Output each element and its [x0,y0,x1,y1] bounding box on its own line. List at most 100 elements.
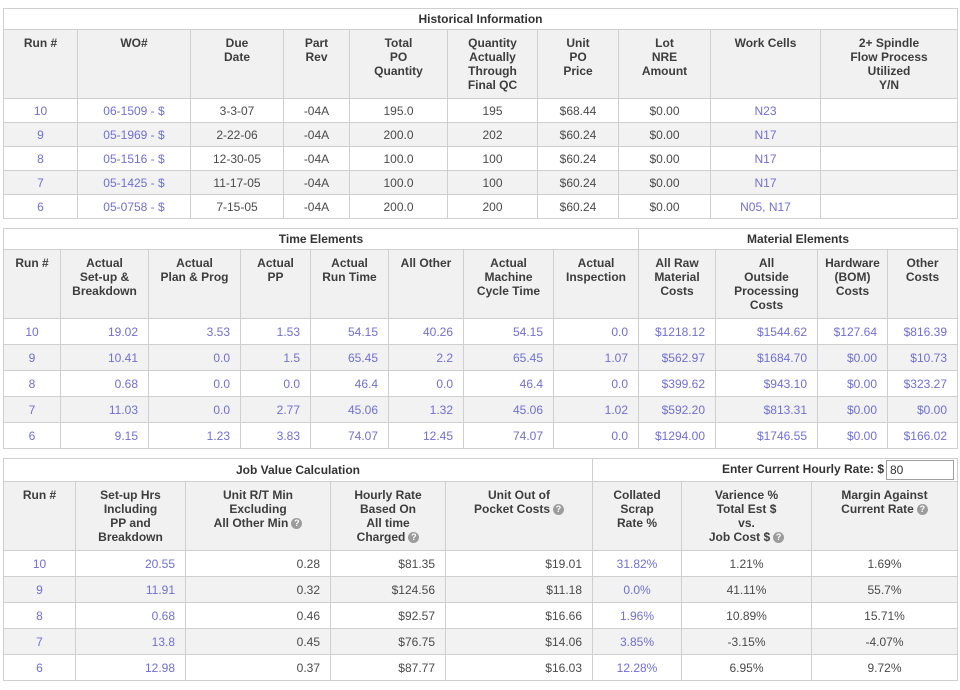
plan-prog-link[interactable]: 3.53 [206,324,230,339]
setup-breakdown-link[interactable]: 10.41 [107,350,138,365]
help-icon[interactable]: ? [553,504,565,515]
run-link[interactable]: 10 [25,324,39,339]
hourly-rate-input[interactable] [886,460,954,480]
setup-hrs-link[interactable]: 13.8 [151,634,175,649]
plan-prog-link[interactable]: 0.0 [213,402,230,417]
setup-hrs-link[interactable]: 0.68 [151,608,175,623]
run-link[interactable]: 8 [28,376,36,391]
all-other-link[interactable]: 12.45 [422,428,453,443]
raw-material-link[interactable]: $562.97 [661,350,705,365]
unit-po-price-value: $60.24 [559,151,597,166]
help-icon[interactable]: ? [916,504,928,515]
plan-prog-link[interactable]: 1.23 [206,428,230,443]
help-icon[interactable]: ? [291,518,303,529]
pp-link[interactable]: 0.0 [283,376,300,391]
hardware-bom-link[interactable]: $0.00 [846,350,877,365]
other-costs-link[interactable]: $816.39 [903,324,947,339]
plan-prog-link[interactable]: 0.0 [213,350,230,365]
outside-processing-link[interactable]: $1544.62 [756,324,807,339]
work-cells-link[interactable]: N23 [754,103,777,118]
pp-link[interactable]: 1.5 [283,350,300,365]
run-time-link[interactable]: 74.07 [347,428,378,443]
all-other-link[interactable]: 0.0 [436,376,453,391]
run-time-link[interactable]: 65.45 [347,350,378,365]
machine-cycle-link[interactable]: 74.07 [512,428,543,443]
other-costs-link[interactable]: $10.73 [910,350,947,365]
raw-material-link[interactable]: $1294.00 [654,428,705,443]
setup-hrs-link[interactable]: 12.98 [144,660,175,675]
inspection-link[interactable]: 0.0 [611,324,628,339]
run-link[interactable]: 6 [28,428,36,443]
run-link[interactable]: 8 [36,608,43,623]
work-cells-link[interactable]: N17 [754,151,777,166]
raw-material-link[interactable]: $592.20 [661,402,705,417]
machine-cycle-link[interactable]: 46.4 [519,376,543,391]
outside-processing-link[interactable]: $1684.70 [756,350,807,365]
run-link[interactable]: 6 [37,199,44,214]
raw-material-link[interactable]: $1218.12 [654,324,705,339]
run-link[interactable]: 7 [37,175,44,190]
machine-cycle-link[interactable]: 65.45 [512,350,543,365]
outside-processing-link[interactable]: $943.10 [763,376,807,391]
run-time-link[interactable]: 46.4 [354,376,378,391]
machine-cycle-link[interactable]: 54.15 [512,324,543,339]
table-cell: 05-1516 - $ [77,146,191,171]
outside-processing-link[interactable]: $813.31 [763,402,807,417]
run-time-link[interactable]: 54.15 [347,324,378,339]
hardware-bom-link[interactable]: $0.00 [846,428,877,443]
wo-link[interactable]: 05-1969 - $ [103,127,165,142]
hardware-bom-link[interactable]: $0.00 [846,376,877,391]
wo-link[interactable]: 05-1425 - $ [103,175,165,190]
inspection-link[interactable]: 1.07 [604,350,628,365]
inspection-link[interactable]: 0.0 [611,376,628,391]
setup-hrs-link[interactable]: 20.55 [144,556,175,571]
plan-prog-link[interactable]: 0.0 [213,376,230,391]
raw-material-link[interactable]: $399.62 [661,376,705,391]
hardware-bom-link[interactable]: $0.00 [846,402,877,417]
all-other-link[interactable]: 40.26 [422,324,453,339]
scrap-rate-link[interactable]: 3.85% [619,634,655,649]
pp-link[interactable]: 2.77 [276,402,300,417]
setup-hrs-link[interactable]: 11.91 [145,582,175,597]
all-other-link[interactable]: 1.32 [429,402,453,417]
run-link[interactable]: 7 [28,402,36,417]
scrap-rate-link[interactable]: 1.96% [619,608,655,623]
machine-cycle-link[interactable]: 45.06 [512,402,543,417]
scrap-rate-link[interactable]: 12.28% [616,660,658,675]
setup-breakdown-link[interactable]: 9.15 [114,428,138,443]
scrap-rate-link[interactable]: 0.0% [623,582,651,597]
setup-breakdown-link[interactable]: 19.02 [107,324,138,339]
run-link[interactable]: 9 [37,127,44,142]
work-cells-link[interactable]: N05, N17 [740,199,791,214]
run-link[interactable]: 9 [28,350,36,365]
work-cells-link[interactable]: N17 [754,127,777,142]
outside-processing-link[interactable]: $1746.55 [756,428,807,443]
hardware-bom-link[interactable]: $127.64 [833,324,877,339]
run-link[interactable]: 6 [36,660,43,675]
run-time-link[interactable]: 45.06 [347,402,378,417]
run-link[interactable]: 10 [32,556,47,571]
all-other-link[interactable]: 2.2 [436,350,453,365]
run-link[interactable]: 10 [33,103,48,118]
other-costs-link[interactable]: $323.27 [903,376,947,391]
wo-link[interactable]: 05-0758 - $ [103,199,165,214]
setup-breakdown-link[interactable]: 11.03 [108,402,138,417]
run-link[interactable]: 8 [37,151,44,166]
other-costs-link[interactable]: $166.02 [903,428,947,443]
scrap-rate-link[interactable]: 31.82% [616,556,658,571]
wo-link[interactable]: 06-1509 - $ [103,103,165,118]
wo-link[interactable]: 05-1516 - $ [103,151,165,166]
run-link[interactable]: 7 [36,634,43,649]
pp-link[interactable]: 3.83 [276,428,300,443]
inspection-link[interactable]: 1.02 [604,402,628,417]
column-header-label: Varience % Total Est $ vs. Job Cost $ [708,488,779,544]
table-cell: 0.0% [592,576,682,603]
run-link[interactable]: 9 [36,582,43,597]
help-icon[interactable]: ? [408,532,420,543]
pp-link[interactable]: 1.53 [276,324,300,339]
inspection-link[interactable]: 0.0 [611,428,628,443]
other-costs-link[interactable]: $0.00 [916,402,947,417]
work-cells-link[interactable]: N17 [754,175,777,190]
setup-breakdown-link[interactable]: 0.68 [114,376,138,391]
help-icon[interactable]: ? [773,532,785,543]
